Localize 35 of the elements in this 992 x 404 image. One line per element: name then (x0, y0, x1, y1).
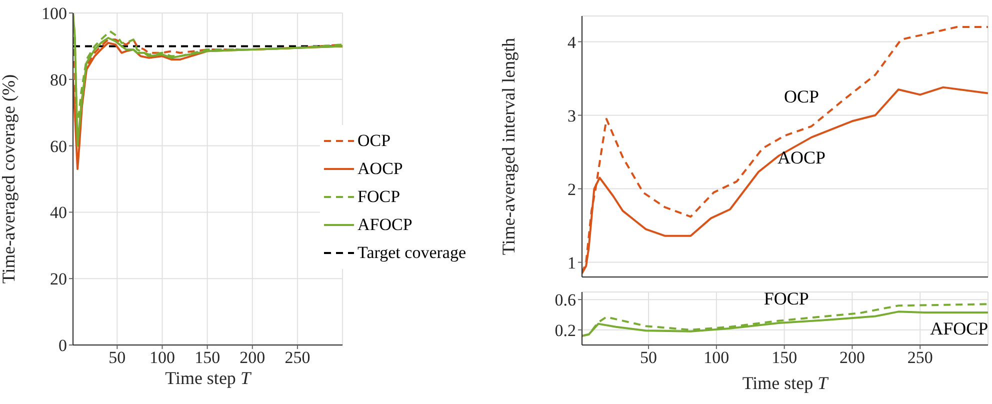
y-tick-label: 2 (568, 180, 576, 199)
y-tick-label: 100 (42, 4, 67, 24)
y-tick-label: 20 (50, 270, 67, 289)
x-tick-label: 100 (704, 348, 730, 368)
y-tick-label: 1 (568, 253, 576, 272)
x-tick-label: 50 (108, 348, 126, 368)
y-tick-label: 80 (50, 70, 67, 90)
x-axis-title: Time step T (165, 368, 252, 388)
x-tick-label: 100 (149, 348, 175, 368)
series-label: AOCP (777, 147, 826, 168)
legend-label: AOCP (358, 159, 403, 179)
x-tick-label: 200 (240, 348, 266, 368)
y-tick-label: 0 (58, 336, 67, 356)
y-tick-label: 40 (50, 203, 67, 222)
legend-label: AFOCP (358, 215, 412, 235)
legend-label: OCP (358, 131, 391, 151)
legend-label: Target coverage (358, 243, 466, 263)
x-tick-label: 150 (194, 348, 220, 368)
y-tick-label: 4 (568, 32, 576, 52)
series-label: OCP (784, 86, 819, 106)
x-tick-label: 250 (284, 348, 310, 368)
x-tick-label: 50 (640, 348, 658, 368)
y-tick-label: 0.2 (554, 320, 576, 340)
x-tick-label: 200 (839, 348, 865, 368)
series-label: FOCP (764, 288, 809, 308)
legend-label: FOCP (358, 187, 400, 207)
x-tick-label: 150 (772, 348, 798, 368)
x-tick-label: 250 (907, 348, 933, 368)
y-tick-label: 3 (568, 106, 576, 126)
y-axis-title: Time-averaged interval length (498, 38, 518, 256)
y-tick-label: 0.6 (554, 290, 576, 310)
x-axis-title: Time step T (742, 373, 830, 393)
y-axis-title: Time-averaged coverage (%) (0, 74, 18, 284)
series-label: AFOCP (930, 318, 988, 339)
y-tick-label: 60 (50, 136, 67, 156)
